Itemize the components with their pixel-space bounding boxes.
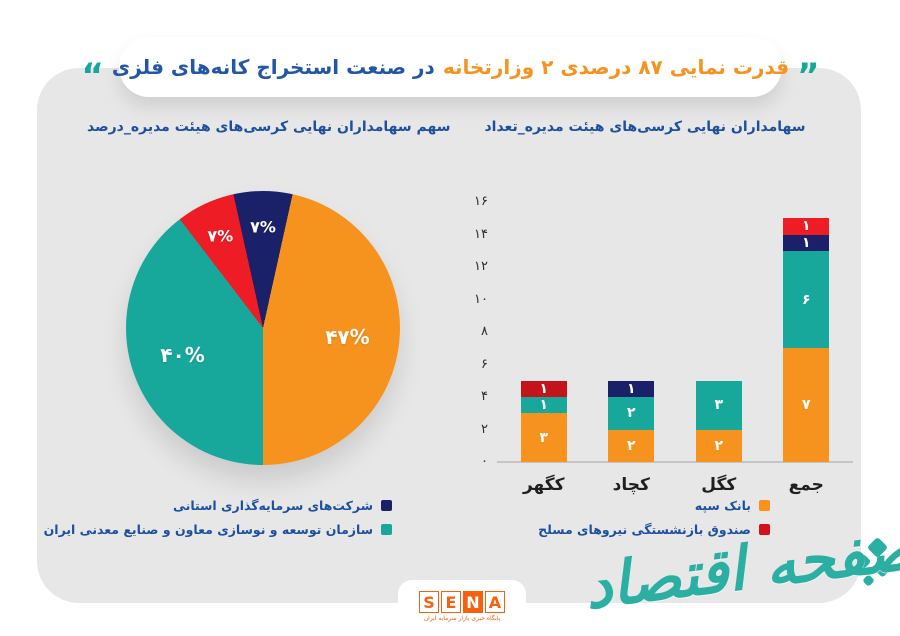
- sena-letter: N: [463, 591, 483, 613]
- legend-item-imidro: سازمان توسعه و نوسازی معاون و صنایع معدن…: [44, 522, 392, 537]
- y-axis-tick-label: ۶: [481, 356, 488, 372]
- red-swatch-icon: [759, 524, 770, 535]
- legend-item-provincial-investment: شرکت‌های سرمایه‌گذاری استانی: [60, 498, 392, 513]
- pie-slice-label: ۴۷%: [325, 325, 370, 350]
- bar-category-label: جمع: [788, 475, 824, 495]
- sena-letter: S: [419, 591, 439, 613]
- sena-letter: A: [485, 591, 505, 613]
- bar-segment: ۲: [608, 397, 655, 430]
- bar-کگل: ۲ ۳ کگل: [695, 202, 742, 495]
- legend-left: شرکت‌های سرمایه‌گذاری استانی سازمان توسع…: [44, 498, 392, 537]
- legend-label: صندوق بازنشستگی نیروهای مسلح: [538, 522, 751, 537]
- pie-chart-wrap: ۷% ۴۷% ۴۰% ۷%: [126, 191, 400, 465]
- pie-slice-label: ۷%: [207, 226, 234, 246]
- y-axis-tick-label: ۱۴: [474, 226, 488, 242]
- y-axis-tick-label: ۰: [481, 454, 488, 469]
- pie-chart-title: سهم سهامداران نهایی کرسی‌های هیئت مدیره_…: [87, 119, 451, 135]
- pie-slice-label: ۴۰%: [160, 343, 205, 368]
- bar-chart-y-axis: ۰ ۲ ۴ ۶ ۸ ۱۰ ۱۲ ۱۴ ۱۶: [448, 194, 488, 469]
- bar-segment: ۱: [520, 380, 567, 397]
- sena-letter: E: [441, 591, 461, 613]
- bar-chart-baseline: [497, 461, 853, 463]
- pie-slice-label: ۷%: [250, 217, 276, 237]
- bar-category-label: کگل: [701, 475, 737, 495]
- title-orange-part: قدرت نمایی ۸۷ درصدی ۲ وزارتخانه: [442, 55, 790, 79]
- bar-segment: ۱: [520, 397, 567, 414]
- legend-item-armed-forces-pension: صندوق بازنشستگی نیروهای مسلح: [440, 522, 770, 537]
- title-blue-part: در صنعت استخراج کانه‌های فلزی: [111, 55, 435, 79]
- teal-swatch-icon: [381, 524, 392, 535]
- bar-segment: ۶: [783, 250, 830, 349]
- y-axis-tick-label: ۸: [481, 324, 488, 339]
- legend-item-bank-sepah: بانک سپه: [440, 498, 770, 513]
- bar-کچاد: ۲ ۲ ۱ کچاد: [608, 202, 655, 495]
- bar-segment: ۱: [783, 218, 830, 235]
- bar-segment: ۳: [695, 380, 742, 430]
- y-axis-tick-label: ۲: [481, 421, 488, 437]
- bar-category-label: کچاد: [612, 475, 650, 495]
- title-pill: ” قدرت نمایی ۸۷ درصدی ۲ وزارتخانه در صنع…: [82, 37, 819, 97]
- y-axis-tick-label: ۴: [481, 389, 488, 404]
- bar-chart-bars: ۳ ۱ ۱ کگهر ۲ ۲ ۱ کچاد ۲ ۳ کگل ۷ ۶ ۱ ۱ جمع: [500, 202, 850, 495]
- bar-category-label: کگهر: [522, 475, 565, 495]
- navy-swatch-icon: [381, 500, 392, 511]
- sena-tagline: پایگاه خبری بازار سرمایه ایران: [423, 615, 501, 622]
- y-axis-tick-label: ۱۰: [474, 291, 488, 307]
- y-axis-tick-label: ۱۲: [474, 259, 488, 274]
- bar-chart-title: سهامداران نهایی کرسی‌های هیئت مدیره_تعدا…: [484, 119, 806, 135]
- legend-label: بانک سپه: [694, 498, 751, 513]
- pie-chart: [126, 191, 400, 465]
- bar-جمع: ۷ ۶ ۱ ۱ جمع: [783, 202, 830, 495]
- bar-segment: ۲: [608, 429, 655, 462]
- orange-swatch-icon: [759, 500, 770, 511]
- y-axis-tick-label: ۱۶: [474, 194, 488, 209]
- legend-label: شرکت‌های سرمایه‌گذاری استانی: [172, 498, 373, 513]
- bar-کگهر: ۳ ۱ ۱ کگهر: [520, 202, 567, 495]
- legend-label: سازمان توسعه و نوسازی معاون و صنایع معدن…: [43, 522, 373, 537]
- legend-right: بانک سپه صندوق بازنشستگی نیروهای مسلح: [440, 498, 770, 537]
- bar-segment: ۳: [520, 413, 567, 462]
- bar-segment: ۱: [783, 234, 830, 251]
- bar-segment: ۱: [608, 380, 655, 397]
- bar-segment: ۷: [783, 348, 830, 462]
- bar-segment: ۲: [695, 429, 742, 462]
